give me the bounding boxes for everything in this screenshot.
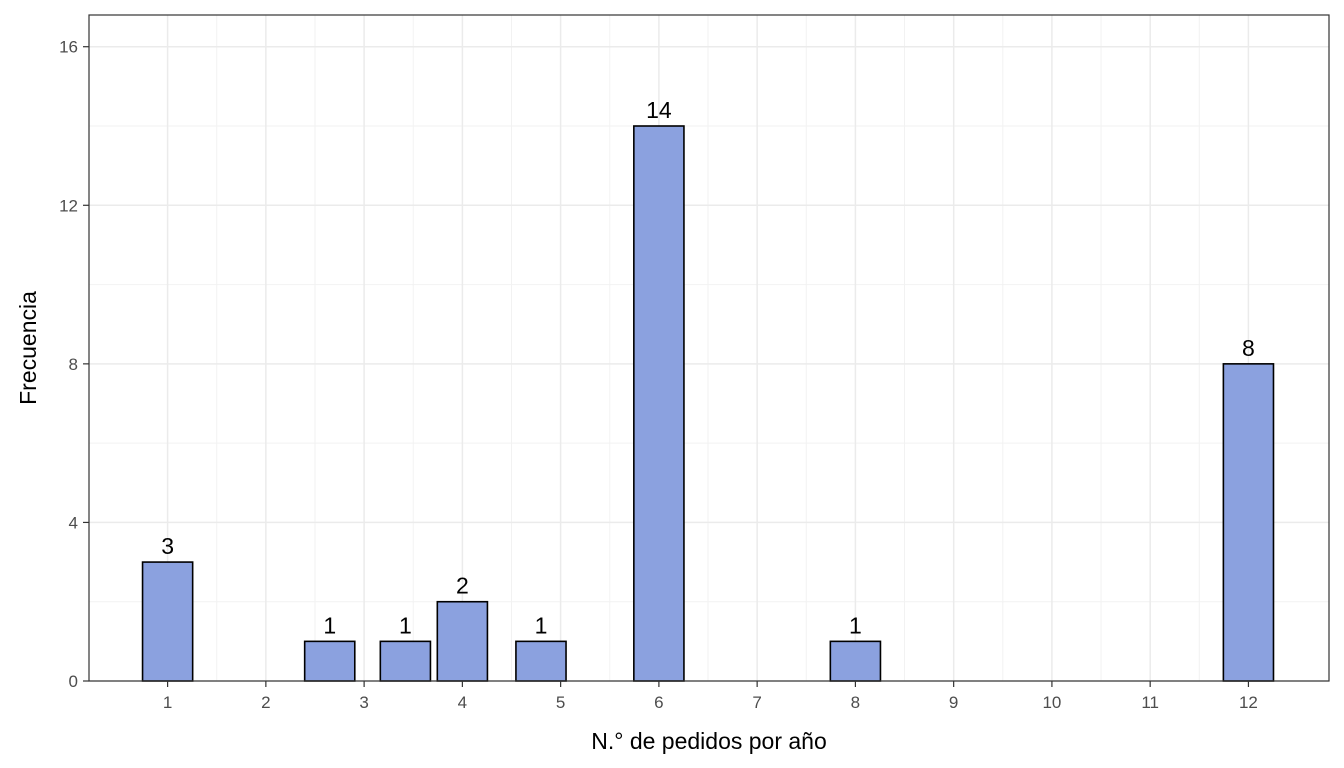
x-tick-label: 1 bbox=[163, 693, 172, 712]
bar-value-label: 2 bbox=[456, 573, 469, 599]
y-tick-label: 8 bbox=[69, 355, 78, 374]
x-tick-label: 10 bbox=[1042, 693, 1061, 712]
x-tick-label: 5 bbox=[556, 693, 565, 712]
plot-panel-border bbox=[88, 14, 1330, 682]
x-tick-label: 6 bbox=[654, 693, 663, 712]
x-tick-label: 11 bbox=[1141, 693, 1159, 712]
bar-value-label: 14 bbox=[646, 97, 672, 123]
x-tick-label: 7 bbox=[752, 693, 761, 712]
x-axis: 1 2 3 4 5 6 7 8 9 10 11 12 bbox=[163, 681, 1258, 712]
x-axis-title: N.° de pedidos por año bbox=[591, 728, 827, 754]
x-tick-label: 3 bbox=[359, 693, 368, 712]
x-tick-label: 4 bbox=[458, 693, 467, 712]
bar-7 bbox=[829, 640, 882, 682]
bar-value-label: 8 bbox=[1242, 335, 1255, 361]
bars bbox=[141, 125, 1275, 682]
bar-value-label: 1 bbox=[399, 612, 412, 638]
bar-2 bbox=[303, 640, 356, 682]
y-tick-label: 16 bbox=[59, 38, 78, 57]
bar-3 bbox=[379, 640, 432, 682]
bar-5 bbox=[515, 640, 567, 682]
bar-value-label: 1 bbox=[323, 612, 336, 638]
y-axis-title: Frecuencia bbox=[15, 291, 41, 405]
bar-4 bbox=[436, 600, 489, 682]
bar-8 bbox=[1222, 363, 1275, 682]
x-tick-label: 8 bbox=[851, 693, 860, 712]
bar-6 bbox=[633, 125, 685, 682]
bar-value-label: 1 bbox=[849, 612, 862, 638]
x-tick-label: 12 bbox=[1239, 693, 1258, 712]
bar-value-label: 3 bbox=[161, 533, 174, 559]
y-tick-label: 12 bbox=[59, 196, 78, 215]
y-tick-label: 4 bbox=[69, 513, 78, 532]
y-axis: 0 4 8 12 16 bbox=[59, 38, 89, 691]
y-tick-label: 0 bbox=[69, 672, 78, 691]
bar-1 bbox=[141, 561, 194, 682]
x-tick-label: 9 bbox=[949, 693, 958, 712]
x-tick-label: 2 bbox=[261, 693, 270, 712]
bar-value-label: 1 bbox=[535, 612, 548, 638]
bar-labels: 3 1 1 2 1 14 1 8 bbox=[161, 97, 1255, 638]
